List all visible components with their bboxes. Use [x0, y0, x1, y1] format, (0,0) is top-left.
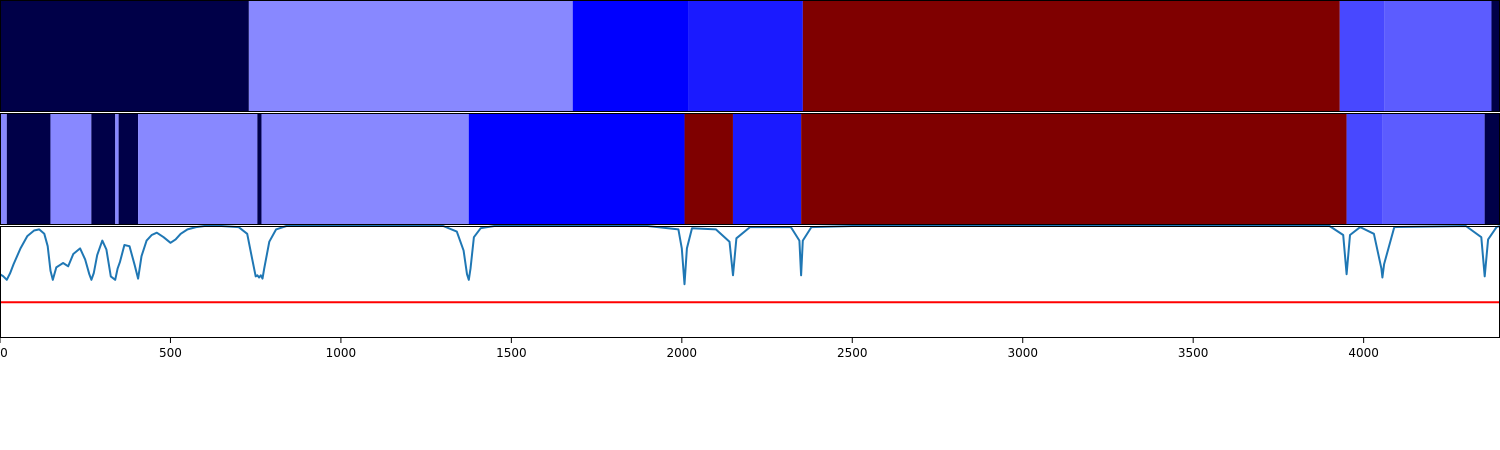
- line-series-0: [0, 225, 1500, 286]
- heatmap-segment-0-7: [1491, 0, 1500, 112]
- heatmap-segment-1-7: [257, 113, 262, 225]
- heatmap-segment-1-0: [0, 113, 7, 225]
- heatmap-segment-1-14: [1382, 113, 1485, 225]
- heatmap-segment-1-8: [261, 113, 469, 225]
- heatmap-segment-0-3: [688, 0, 803, 112]
- heatmap-segment-1-2: [50, 113, 92, 225]
- heatmap-segment-1-9: [468, 113, 685, 225]
- heatmap-segment-1-13: [1346, 113, 1383, 225]
- heatmap-segment-0-2: [572, 0, 689, 112]
- line-panel: [0, 225, 1500, 338]
- heatmap-segment-0-0: [0, 0, 249, 112]
- x-tick-label-7: 3500: [1178, 346, 1209, 360]
- x-tick-label-5: 2500: [837, 346, 868, 360]
- heatmap-segment-1-3: [91, 113, 116, 225]
- heatmap-segment-1-4: [115, 113, 119, 225]
- line-panel-frame: [0, 226, 1500, 338]
- heatmap-segment-1-11: [732, 113, 802, 225]
- x-tick-label-1: 500: [159, 346, 182, 360]
- x-tick-label-3: 1500: [496, 346, 527, 360]
- x-tick-label-6: 3000: [1007, 346, 1038, 360]
- heatmap-segment-0-6: [1384, 0, 1492, 112]
- x-axis: 0 500 1000 1500 2000 2500 3000 3500 4000: [0, 338, 1379, 360]
- x-tick-label-8: 4000: [1348, 346, 1379, 360]
- x-tick-label-0: 0: [0, 346, 8, 360]
- heatmap-segment-0-4: [802, 0, 1340, 112]
- x-tick-label-4: 2000: [667, 346, 698, 360]
- heatmap-top: [0, 0, 1500, 112]
- heatmap-bottom: [0, 113, 1500, 225]
- heatmap-segment-1-10: [684, 113, 733, 225]
- heatmap-segment-1-15: [1484, 113, 1500, 225]
- heatmap-segment-0-1: [248, 0, 573, 112]
- heatmap-segment-1-1: [6, 113, 51, 225]
- x-tick-label-2: 1000: [326, 346, 357, 360]
- heatmap-segment-1-12: [801, 113, 1347, 225]
- heatmap-segment-1-5: [118, 113, 139, 225]
- heatmap-segment-0-5: [1339, 0, 1385, 112]
- heatmap-segment-1-6: [138, 113, 258, 225]
